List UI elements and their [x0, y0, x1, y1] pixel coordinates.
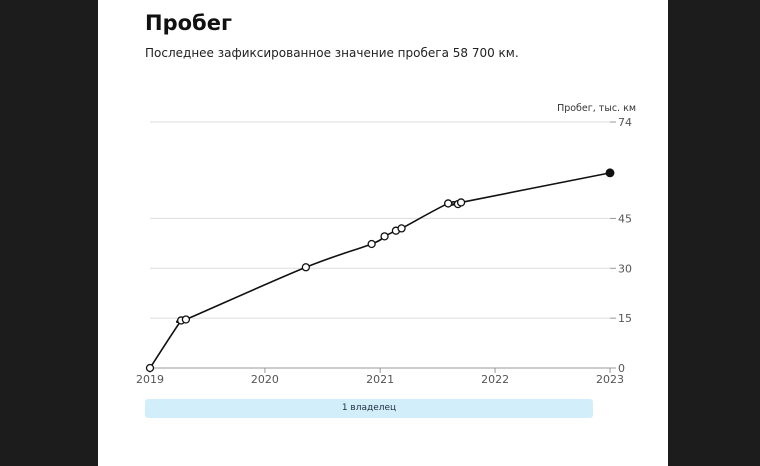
latest-mileage-point [605, 168, 615, 178]
x-tick-label: 2022 [481, 373, 509, 386]
y-axis-label: Пробег, тыс. км [557, 103, 636, 114]
x-tick-label: 2023 [596, 373, 624, 386]
x-tick-label: 2021 [366, 373, 394, 386]
mileage-point [456, 198, 466, 207]
mileage-point [397, 224, 406, 233]
x-tick-label: 2020 [251, 373, 279, 386]
mileage-line [149, 172, 611, 369]
y-tick-label: 45 [618, 212, 632, 225]
y-tick-label: 0 [618, 362, 625, 375]
page-title: Пробег [145, 11, 232, 35]
x-tick-label: 2019 [136, 373, 164, 386]
y-tick-label: 15 [618, 312, 632, 325]
mileage-point [367, 239, 376, 249]
mileage-point [145, 363, 155, 373]
mileage-summary: Последнее зафиксированное значение пробе… [145, 46, 519, 60]
y-tick-label: 30 [618, 262, 632, 275]
mileage-point [181, 315, 191, 324]
owners-bar: 1 владелец [145, 399, 593, 418]
y-tick-label: 74 [618, 116, 632, 129]
mileage-point [444, 199, 453, 208]
mileage-point [301, 263, 311, 272]
mileage-point [380, 232, 389, 241]
